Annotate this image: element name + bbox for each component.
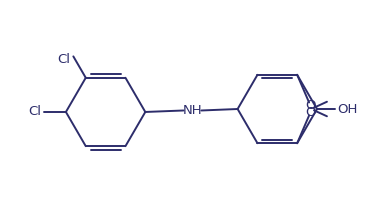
- Text: OH: OH: [337, 102, 357, 115]
- Text: Cl: Cl: [28, 106, 41, 118]
- Text: Cl: Cl: [57, 53, 70, 66]
- Text: NH: NH: [183, 104, 202, 117]
- Text: O: O: [305, 106, 315, 119]
- Text: O: O: [305, 99, 315, 112]
